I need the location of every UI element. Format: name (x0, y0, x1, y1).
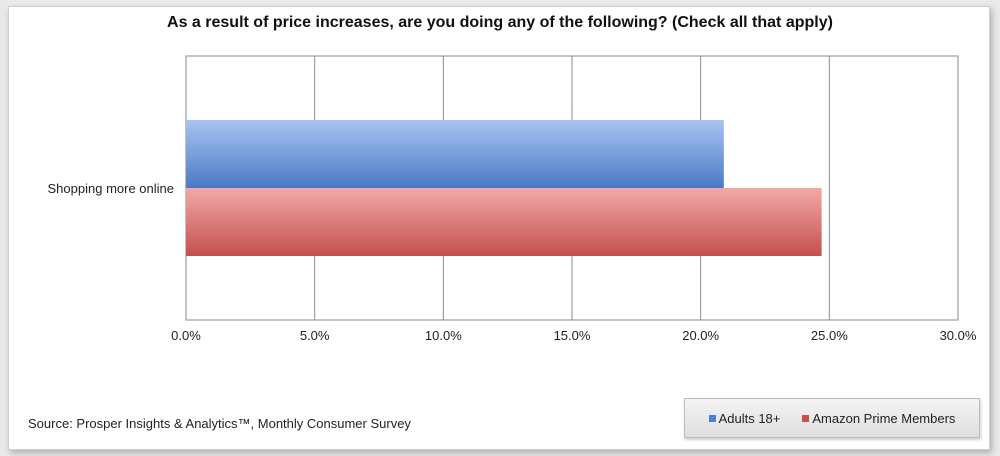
bar-adults (186, 120, 724, 188)
legend-label-adults: Adults 18+ (718, 410, 781, 426)
category-label: Shopping more online (48, 181, 174, 196)
x-tick-label: 10.0% (425, 328, 462, 343)
chart-title: As a result of price increases, are you … (167, 14, 833, 31)
x-tick-label: 25.0% (811, 328, 848, 343)
legend-swatch-adults (708, 414, 716, 422)
x-tick-label: 15.0% (554, 328, 591, 343)
bar-prime (186, 188, 822, 256)
legend-item-prime: Amazon Prime Members (802, 411, 955, 426)
legend-item-adults: Adults 18+ (708, 410, 781, 426)
chart-legend: Adults 18+ Amazon Prime Members (684, 398, 980, 438)
source-note: Source: Prosper Insights & Analytics™, M… (28, 416, 411, 431)
x-tick-label: 0.0% (171, 328, 201, 343)
x-tick-label: 5.0% (300, 328, 330, 343)
legend-label-prime: Amazon Prime Members (812, 410, 956, 426)
x-tick-label: 20.0% (682, 328, 719, 343)
legend-swatch-prime (802, 414, 810, 422)
x-tick-label: 30.0% (940, 328, 977, 343)
